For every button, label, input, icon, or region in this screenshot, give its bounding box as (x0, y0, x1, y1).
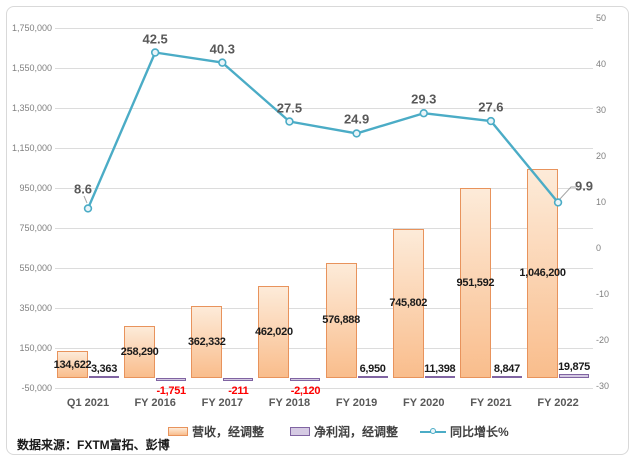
gridline (55, 388, 593, 389)
left-axis-tick: 1,150,000 (11, 143, 52, 153)
gridline (55, 188, 593, 189)
revenue-bar-label: 951,592 (456, 276, 495, 289)
gridline (55, 108, 593, 109)
left-axis-tick: 550,000 (19, 263, 52, 273)
revenue-bar-label: 134,622 (53, 358, 92, 371)
x-axis-label: FY 2017 (201, 397, 243, 409)
left-axis-tick: 350,000 (19, 303, 52, 313)
profit-bar (89, 375, 119, 378)
gridline (55, 68, 593, 69)
revenue-bar-label: 258,290 (120, 346, 159, 359)
gridline (55, 308, 593, 309)
revenue-bar (459, 187, 491, 378)
revenue-bar (325, 262, 357, 378)
revenue-bar-label: 745,802 (389, 297, 428, 310)
profit-bar (290, 378, 321, 381)
x-axis-label: FY 2022 (537, 397, 579, 409)
growth-point-label: 42.5 (142, 31, 168, 46)
gridline (55, 268, 593, 269)
profit-bar (424, 375, 455, 378)
left-axis-tick: 950,000 (19, 183, 52, 193)
gridline (55, 28, 593, 29)
right-axis-tick: 50 (596, 13, 607, 23)
x-axis-label: FY 2020 (403, 397, 445, 409)
legend-profit-label: 净利润，经调整 (314, 424, 399, 439)
left-axis-tick: 150,000 (19, 343, 52, 353)
revenue-bar (258, 285, 290, 378)
left-axis-tick: 1,750,000 (11, 23, 52, 33)
x-axis-label: FY 2021 (470, 397, 512, 409)
growth-point-label: 8.6 (73, 181, 93, 197)
profit-bar-label: 6,950 (359, 362, 386, 375)
legend-growth-label: 同比增长% (450, 424, 509, 439)
profit-bar-label: 8,847 (493, 362, 520, 375)
x-axis-label: FY 2016 (134, 397, 176, 409)
profit-bar-label: -2,120 (290, 385, 321, 397)
legend-revenue-label: 营收，经调整 (192, 424, 265, 439)
profit-bar-label: 3,363 (90, 362, 118, 375)
growth-point-label: 9.9 (574, 178, 594, 194)
gridline (55, 228, 593, 229)
left-axis-tick: 1,350,000 (11, 103, 52, 113)
growth-point-label: 27.5 (276, 100, 303, 115)
revenue-bar (124, 326, 156, 378)
data-source-note: 数据来源：FXTM富拓、彭博 (17, 438, 170, 452)
growth-line-swatch-icon (420, 427, 446, 436)
gridline (55, 348, 593, 349)
right-axis-tick: 10 (596, 197, 607, 207)
x-axis-label: FY 2019 (335, 397, 378, 409)
profit-bar-label: 11,398 (424, 362, 456, 375)
growth-point-label: 40.3 (209, 41, 235, 57)
growth-point-label: 29.3 (411, 91, 437, 107)
right-axis-tick: 30 (596, 105, 607, 115)
x-axis-label: Q1 2021 (66, 397, 110, 409)
profit-bar-label: -211 (228, 385, 249, 397)
profit-bar-label: -1,751 (156, 385, 186, 397)
profit-bar (491, 375, 522, 378)
revenue-swatch-icon (168, 426, 188, 436)
right-axis-tick: 40 (596, 59, 607, 69)
profit-bar (559, 374, 590, 378)
legend-item-growth: 同比增长% (420, 424, 509, 439)
gridline (55, 148, 593, 149)
profit-bar (357, 375, 388, 378)
profit-bar (156, 378, 187, 381)
right-axis-tick: -10 (596, 289, 610, 299)
right-axis-tick: 20 (596, 151, 607, 161)
growth-point-label: 27.6 (478, 99, 504, 115)
revenue-bar-label: 1,046,200 (519, 267, 566, 280)
legend-item-profit: 净利润，经调整 (290, 424, 399, 439)
profit-swatch-icon (290, 426, 310, 436)
revenue-bar-label: 576,888 (322, 314, 360, 327)
right-axis-tick: 0 (596, 243, 602, 253)
revenue-bar-label: 462,020 (255, 325, 293, 338)
left-axis-tick: 750,000 (19, 223, 52, 233)
revenue-bar-label: 362,332 (187, 335, 226, 348)
left-axis-tick: -50,000 (21, 383, 52, 393)
profit-bar-label: 19,875 (558, 361, 590, 374)
x-axis-label: FY 2018 (268, 397, 311, 409)
legend-item-revenue: 营收，经调整 (168, 424, 265, 439)
right-axis-tick: -20 (596, 335, 610, 345)
right-axis-tick: -30 (596, 381, 610, 391)
revenue-bar (191, 305, 223, 378)
revenue-bar (392, 228, 424, 378)
profit-bar (223, 378, 254, 381)
revenue-bar (57, 351, 88, 378)
left-axis-tick: 1,550,000 (11, 63, 52, 73)
growth-point-label: 24.9 (343, 111, 370, 127)
